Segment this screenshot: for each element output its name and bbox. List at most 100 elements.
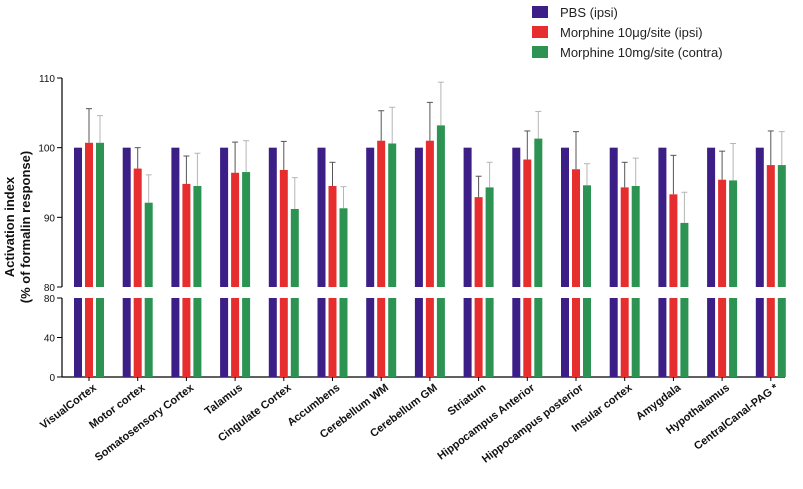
bar-lower-pbs-ipsi (658, 298, 667, 377)
bar-lower-morphine-10mg-site-contra (339, 298, 348, 377)
bar-lower-morphine-10-g-site-ipsi (572, 298, 580, 377)
bar-lower-morphine-10mg-site-contra (242, 298, 251, 377)
bar-lower-morphine-10mg-site-contra (777, 298, 786, 377)
bar-lower-morphine-10-g-site-ipsi (231, 298, 240, 377)
bar-lower-pbs-ipsi (122, 298, 131, 377)
legend: PBS (ipsi) Morphine 10μg/site (ipsi) Mor… (532, 2, 723, 62)
bar-lower-pbs-ipsi (414, 298, 423, 377)
bar-upper-morphine-10-g-site-ipsi (669, 194, 678, 287)
bar-upper-morphine-10-g-site-ipsi (279, 169, 288, 287)
bar-upper-pbs-ipsi (366, 147, 375, 287)
bar-lower-pbs-ipsi (366, 298, 375, 377)
bar-lower-morphine-10mg-site-contra (583, 298, 591, 377)
x-category-label: Amygdala (634, 381, 684, 423)
y-axis-label-line1: Activation index (2, 176, 17, 277)
legend-item-pbs: PBS (ipsi) (532, 2, 723, 22)
bar-lower-morphine-10-g-site-ipsi (474, 298, 483, 377)
bar-upper-morphine-10mg-site-contra (777, 165, 786, 287)
bar-lower-pbs-ipsi (707, 298, 716, 377)
legend-label-morphine-contra: Morphine 10mg/site (contra) (560, 44, 723, 60)
bar-upper-morphine-10-g-site-ipsi (377, 140, 386, 287)
bar-lower-morphine-10mg-site-contra (485, 298, 494, 377)
x-category-label: Striatum (446, 382, 489, 419)
bar-lower-pbs-ipsi (463, 298, 472, 377)
legend-label-pbs: PBS (ipsi) (560, 4, 618, 20)
bar-upper-pbs-ipsi (463, 147, 472, 287)
bar-lower-morphine-10mg-site-contra (534, 298, 543, 377)
y-tick-label-upper: 80 (44, 283, 56, 294)
bar-upper-morphine-10mg-site-contra (729, 180, 738, 287)
bar-upper-pbs-ipsi (220, 147, 229, 287)
bar-lower-pbs-ipsi (512, 298, 521, 377)
legend-swatch-pbs (532, 6, 548, 18)
bar-upper-pbs-ipsi (561, 147, 569, 287)
bar-lower-pbs-ipsi (74, 298, 82, 377)
bar-lower-morphine-10-g-site-ipsi (85, 298, 93, 377)
bar-lower-morphine-10mg-site-contra (729, 298, 738, 377)
bar-lower-morphine-10mg-site-contra (631, 298, 640, 377)
bar-lower-pbs-ipsi (317, 298, 326, 377)
bar-upper-morphine-10mg-site-contra (388, 143, 397, 287)
legend-label-morphine-ipsi: Morphine 10μg/site (ipsi) (560, 24, 703, 40)
bar-lower-pbs-ipsi (755, 298, 764, 377)
bar-lower-morphine-10-g-site-ipsi (279, 298, 288, 377)
bar-upper-morphine-10-g-site-ipsi (766, 165, 775, 287)
bar-upper-morphine-10mg-site-contra (144, 202, 153, 287)
bar-upper-morphine-10-g-site-ipsi (474, 197, 483, 287)
bar-lower-morphine-10-g-site-ipsi (328, 298, 337, 377)
bar-upper-morphine-10-g-site-ipsi (133, 168, 142, 287)
bar-lower-morphine-10mg-site-contra (144, 298, 153, 377)
y-tick-label-upper: 100 (38, 144, 55, 155)
bar-upper-pbs-ipsi (268, 147, 277, 287)
bar-upper-morphine-10-g-site-ipsi (425, 140, 434, 287)
bar-upper-morphine-10mg-site-contra (534, 138, 543, 287)
legend-swatch-morphine-contra (532, 46, 548, 58)
bar-upper-morphine-10mg-site-contra (242, 172, 251, 287)
y-tick-label-upper: 110 (39, 74, 55, 85)
bar-lower-morphine-10-g-site-ipsi (620, 298, 629, 377)
bar-upper-morphine-10-g-site-ipsi (523, 159, 532, 287)
bar-lower-pbs-ipsi (609, 298, 618, 377)
bar-lower-morphine-10mg-site-contra (680, 298, 689, 377)
bar-upper-morphine-10mg-site-contra (631, 185, 640, 287)
bar-lower-morphine-10mg-site-contra (96, 298, 104, 377)
bar-lower-morphine-10-g-site-ipsi (669, 298, 678, 377)
bar-lower-pbs-ipsi (220, 298, 229, 377)
bar-upper-pbs-ipsi (755, 147, 764, 287)
bar-upper-morphine-10-g-site-ipsi (718, 179, 727, 287)
bar-lower-morphine-10-g-site-ipsi (133, 298, 142, 377)
legend-swatch-morphine-ipsi (532, 26, 548, 38)
bar-upper-morphine-10mg-site-contra (436, 125, 445, 287)
bar-lower-pbs-ipsi (561, 298, 569, 377)
bar-upper-morphine-10-g-site-ipsi (620, 187, 629, 287)
bar-lower-morphine-10-g-site-ipsi (182, 298, 191, 377)
bar-upper-pbs-ipsi (609, 147, 618, 287)
legend-item-morphine-contra: Morphine 10mg/site (contra) (532, 42, 723, 62)
y-axis-label-line2: (% of formalin response) (18, 151, 33, 303)
bar-upper-morphine-10-g-site-ipsi (572, 169, 580, 287)
bar-upper-pbs-ipsi (414, 147, 423, 287)
bar-upper-morphine-10mg-site-contra (96, 142, 104, 287)
bar-upper-morphine-10mg-site-contra (290, 208, 299, 287)
bar-lower-morphine-10-g-site-ipsi (523, 298, 532, 377)
bar-lower-morphine-10mg-site-contra (290, 298, 299, 377)
bar-upper-pbs-ipsi (171, 147, 180, 287)
bar-upper-pbs-ipsi (707, 147, 716, 287)
bar-lower-morphine-10mg-site-contra (388, 298, 397, 377)
y-tick-label-lower: 40 (44, 334, 56, 345)
bar-upper-pbs-ipsi (512, 147, 521, 287)
x-category-label: CentralCanal-PAG * (692, 381, 781, 452)
bar-upper-morphine-10mg-site-contra (485, 187, 494, 287)
legend-item-morphine-ipsi: Morphine 10μg/site (ipsi) (532, 22, 723, 42)
bar-lower-morphine-10-g-site-ipsi (766, 298, 775, 377)
bar-upper-morphine-10-g-site-ipsi (328, 185, 337, 287)
bar-upper-pbs-ipsi (122, 147, 131, 287)
bar-lower-morphine-10-g-site-ipsi (425, 298, 434, 377)
bar-upper-morphine-10mg-site-contra (193, 185, 202, 287)
bar-upper-morphine-10mg-site-contra (339, 208, 348, 287)
y-tick-label-lower: 0 (49, 373, 55, 384)
bar-lower-morphine-10-g-site-ipsi (377, 298, 386, 377)
bar-upper-morphine-10mg-site-contra (583, 185, 591, 287)
x-category-label: Talamus (203, 382, 245, 418)
bar-upper-morphine-10-g-site-ipsi (231, 172, 240, 287)
